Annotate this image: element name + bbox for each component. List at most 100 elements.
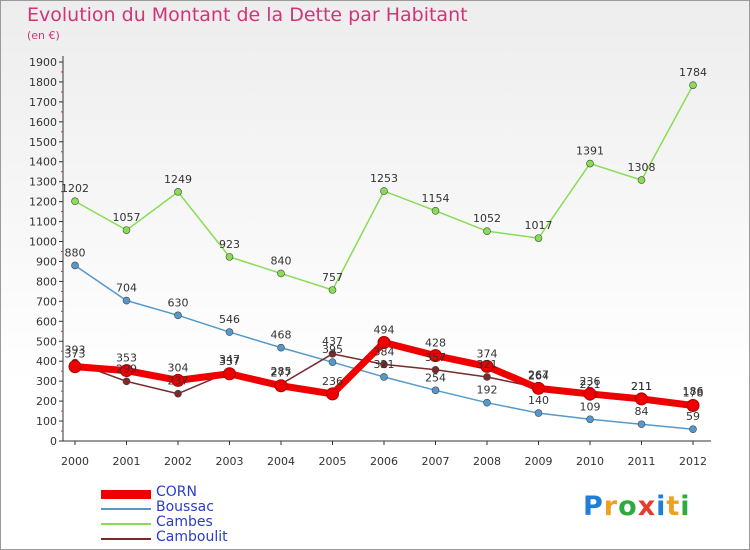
y-tick-label: 1400 bbox=[29, 156, 57, 169]
y-tick-label: 1200 bbox=[29, 196, 57, 209]
point-camboulit bbox=[122, 377, 131, 386]
data-label-cambes: 840 bbox=[271, 254, 292, 267]
y-tick-label: 1500 bbox=[29, 136, 57, 149]
point-cambes bbox=[689, 81, 697, 89]
point-boussac bbox=[174, 311, 182, 320]
data-labels: 1202 1057 1249 923 840 757 1253 1154 1052 1017 139… bbox=[61, 66, 707, 423]
y-tick-label: 800 bbox=[36, 275, 57, 288]
point-cambes bbox=[225, 253, 234, 261]
data-label-corn: 178 bbox=[683, 386, 704, 399]
data-label-corn: 373 bbox=[65, 348, 86, 361]
data-label-corn: 236 bbox=[322, 375, 343, 388]
legend-label: CORN bbox=[156, 484, 197, 500]
data-label-camboulit: 357 bbox=[425, 351, 446, 364]
point-boussac bbox=[431, 386, 440, 395]
y-tick-label: 0 bbox=[50, 435, 57, 448]
data-label-cambes: 757 bbox=[322, 271, 343, 284]
point-corn bbox=[120, 364, 133, 378]
data-label-boussac: 630 bbox=[168, 296, 189, 309]
point-boussac bbox=[328, 358, 337, 367]
x-tick-label: 2012 bbox=[679, 455, 707, 468]
y-tick-label: 1700 bbox=[29, 96, 57, 109]
data-label-camboulit: 285 bbox=[271, 365, 292, 378]
x-tick-label: 2006 bbox=[370, 455, 398, 468]
series-points bbox=[68, 81, 700, 434]
x-tick-label: 2001 bbox=[113, 455, 141, 468]
brand-letter: i bbox=[680, 491, 691, 522]
y-tick-label: 700 bbox=[36, 295, 57, 308]
data-label-corn: 236 bbox=[580, 375, 601, 388]
point-cambes bbox=[71, 197, 79, 206]
point-cambes bbox=[328, 286, 337, 294]
y-tick-label: 200 bbox=[36, 395, 57, 408]
y-tick-label: 1600 bbox=[29, 116, 57, 129]
data-label-cambes: 1154 bbox=[422, 192, 450, 205]
point-cambes bbox=[586, 159, 594, 168]
brand-letter: r bbox=[603, 491, 619, 522]
chart-subtitle: (en €) bbox=[27, 29, 60, 42]
y-tick-label: 1900 bbox=[29, 56, 57, 69]
point-boussac bbox=[71, 261, 79, 270]
data-label-boussac: 254 bbox=[425, 371, 446, 384]
point-corn bbox=[171, 373, 185, 387]
point-corn bbox=[377, 335, 391, 349]
legend-label: Boussac bbox=[156, 499, 214, 515]
data-label-corn: 304 bbox=[168, 361, 189, 374]
x-tick-label: 2002 bbox=[164, 455, 192, 468]
x-axis-labels: 2000 2001 2002 2003 2004 2005 2006 2007 2008 2009… bbox=[61, 455, 707, 468]
point-boussac bbox=[122, 296, 131, 305]
data-label-cambes: 1784 bbox=[679, 66, 707, 79]
x-tick-label: 2007 bbox=[422, 455, 450, 468]
legend-swatch bbox=[101, 523, 151, 525]
data-label-camboulit: 267 bbox=[528, 369, 549, 382]
point-camboulit bbox=[174, 389, 182, 398]
legend-label: Cambes bbox=[156, 514, 213, 530]
axes bbox=[59, 56, 711, 445]
point-boussac bbox=[586, 415, 594, 424]
y-tick-label: 400 bbox=[36, 355, 57, 368]
point-corn bbox=[480, 359, 494, 373]
legend-label: Camboulit bbox=[156, 529, 228, 545]
point-corn bbox=[223, 367, 236, 381]
data-label-corn: 211 bbox=[631, 380, 652, 393]
point-cambes bbox=[122, 226, 131, 234]
point-boussac bbox=[225, 328, 234, 336]
y-tick-label: 600 bbox=[36, 315, 57, 328]
data-label-camboulit: 347 bbox=[219, 353, 240, 366]
x-tick-label: 2000 bbox=[61, 455, 89, 468]
data-label-cambes: 1057 bbox=[113, 211, 141, 224]
data-label-boussac: 84 bbox=[635, 405, 649, 418]
data-label-boussac: 192 bbox=[477, 384, 498, 397]
brand-letter: t bbox=[666, 491, 681, 522]
data-label-cambes: 1391 bbox=[576, 145, 604, 158]
legend-swatch bbox=[101, 508, 151, 510]
chart-title: Evolution du Montant de la Dette par Hab… bbox=[27, 4, 468, 26]
point-corn bbox=[583, 387, 597, 401]
y-tick-label: 1100 bbox=[29, 216, 57, 229]
y-tick-label: 1800 bbox=[29, 76, 57, 89]
point-cambes bbox=[534, 234, 543, 242]
data-label-boussac: 468 bbox=[271, 329, 292, 342]
point-cambes bbox=[431, 207, 440, 215]
y-tick-label: 100 bbox=[36, 415, 57, 428]
data-label-cambes: 1017 bbox=[525, 219, 553, 232]
x-tick-label: 2008 bbox=[473, 455, 501, 468]
point-boussac bbox=[637, 420, 646, 429]
data-label-cambes: 1249 bbox=[164, 173, 192, 186]
point-corn bbox=[274, 379, 288, 393]
point-camboulit bbox=[380, 360, 388, 369]
data-label-corn: 374 bbox=[477, 347, 498, 360]
data-label-boussac: 880 bbox=[65, 246, 86, 259]
data-label-cambes: 1253 bbox=[370, 172, 398, 185]
data-label-boussac: 140 bbox=[528, 394, 549, 407]
x-tick-label: 2005 bbox=[319, 455, 347, 468]
data-label-corn: 428 bbox=[425, 337, 446, 350]
point-corn bbox=[326, 387, 339, 401]
point-corn bbox=[686, 398, 700, 412]
point-camboulit bbox=[328, 350, 337, 358]
data-label-corn: 353 bbox=[116, 352, 137, 365]
point-cambes bbox=[483, 227, 491, 235]
data-label-camboulit: 221 bbox=[580, 378, 601, 391]
data-label-boussac: 395 bbox=[322, 343, 343, 356]
